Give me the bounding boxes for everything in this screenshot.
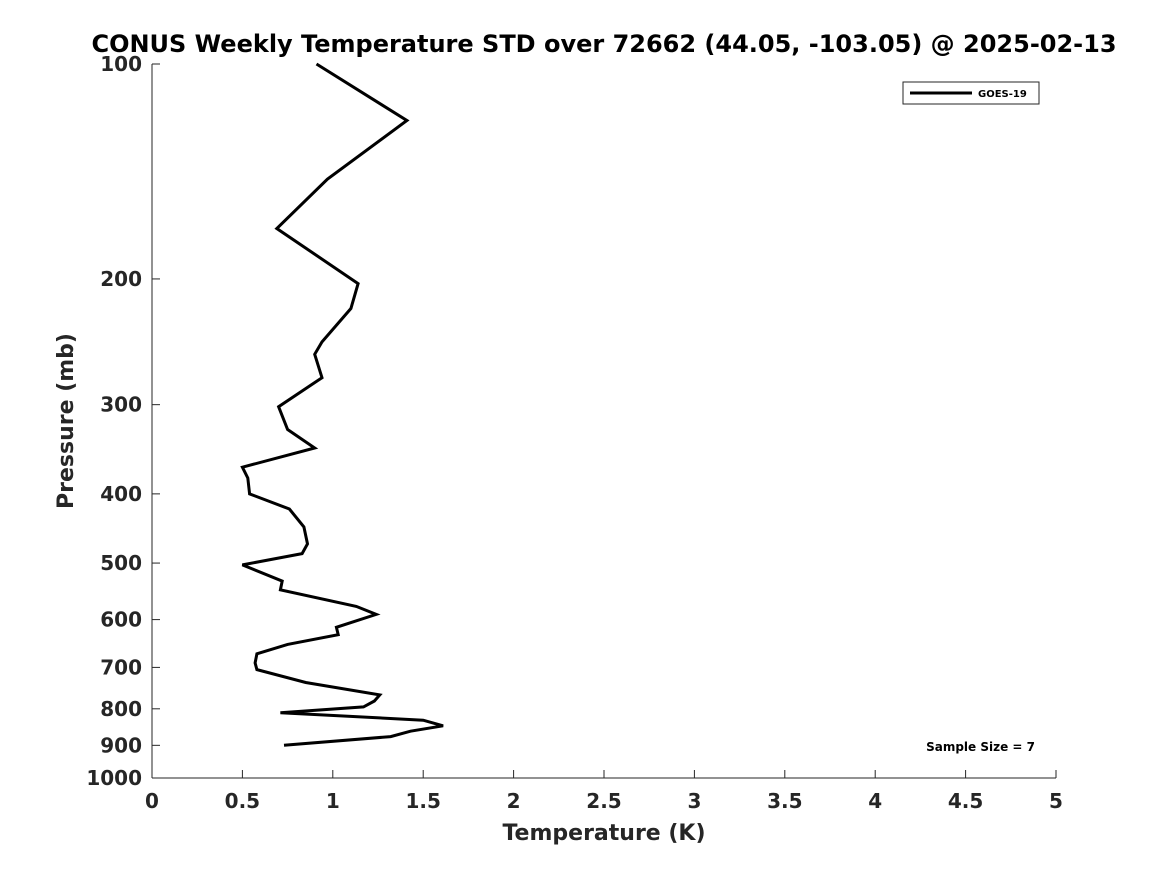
y-tick-label: 800 [100,697,142,721]
legend: GOES-19 [902,81,1040,105]
series-line-goes-19 [240,62,444,747]
x-tick-label: 1 [326,789,340,813]
y-tick-label: 1000 [86,766,142,790]
x-tick-label: 0.5 [225,789,260,813]
x-axis-label: Temperature (K) [502,821,705,846]
x-tick-label: 2 [507,789,521,813]
y-tick-label: 700 [100,655,142,679]
y-axis-ticks: 100 200 300 400 500 600 700 800 900 1000 [86,52,160,790]
y-tick-label: 100 [100,52,142,76]
x-tick-label: 4.5 [948,789,983,813]
sample-size-annotation: Sample Size = 7 [926,740,1035,754]
series-layer [240,62,444,747]
chart-title: CONUS Weekly Temperature STD over 72662 … [91,30,1116,58]
legend-label-goes-19: GOES-19 [978,89,1027,100]
y-axis-label: Pressure (mb) [54,333,79,509]
x-tick-label: 2.5 [586,789,621,813]
x-tick-label: 3.5 [767,789,802,813]
y-tick-label: 200 [100,267,142,291]
x-tick-label: 3 [687,789,701,813]
y-tick-label: 600 [100,608,142,632]
x-axis-ticks: 0 0.5 1 1.5 2 2.5 3 3.5 4 4.5 5 [145,770,1063,813]
y-tick-label: 400 [100,482,142,506]
x-tick-label: 4 [868,789,882,813]
y-tick-label: 900 [100,733,142,757]
plot-area [152,64,1056,778]
x-tick-label: 1.5 [405,789,440,813]
x-tick-label: 0 [145,789,159,813]
x-tick-label: 5 [1049,789,1063,813]
y-tick-label: 300 [100,393,142,417]
y-tick-label: 500 [100,551,142,575]
